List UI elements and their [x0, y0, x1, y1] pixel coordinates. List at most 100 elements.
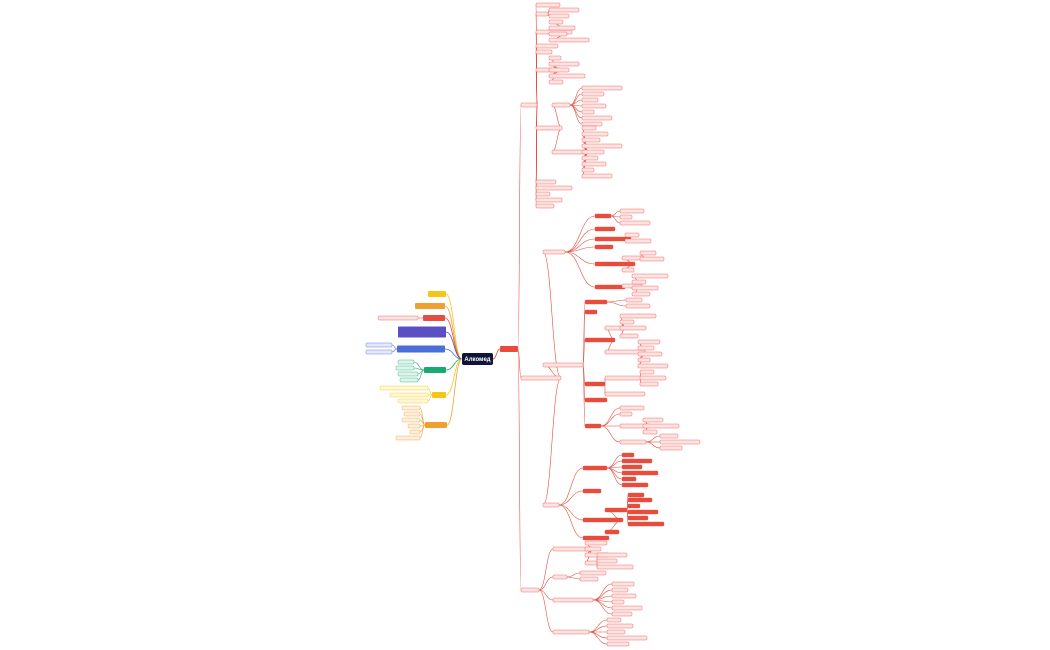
branch-node[interactable]	[621, 470, 659, 476]
link	[538, 589, 554, 633]
branch-node[interactable]	[627, 521, 665, 527]
branch-node[interactable]	[604, 529, 620, 535]
leaf-node	[624, 232, 640, 238]
branch-node[interactable]	[584, 309, 598, 315]
leaf-node	[619, 208, 645, 214]
branch-node[interactable]	[428, 291, 446, 297]
link	[419, 424, 426, 439]
leaf-node	[642, 423, 680, 429]
branch-node[interactable]	[621, 482, 649, 488]
leaf-node	[621, 267, 635, 273]
leaf-node	[581, 115, 613, 121]
branch-node[interactable]	[584, 299, 608, 305]
leaf-node	[535, 125, 563, 131]
leaf-node	[399, 377, 419, 383]
link	[606, 301, 627, 307]
link	[645, 435, 661, 443]
branch-node[interactable]	[398, 326, 446, 338]
leaf-node	[639, 250, 657, 256]
link	[558, 504, 584, 539]
leaf-node	[619, 313, 657, 319]
leaf-node	[535, 179, 557, 185]
branch-node[interactable]	[582, 465, 608, 471]
link	[542, 377, 562, 506]
branch-node[interactable]	[621, 464, 643, 470]
leaf-node	[397, 371, 419, 377]
branch-node[interactable]	[584, 381, 606, 387]
leaf-node	[639, 369, 655, 375]
link	[427, 394, 433, 402]
link	[445, 293, 463, 360]
leaf-node	[401, 417, 421, 423]
branch-node[interactable]	[627, 503, 641, 509]
branch-node[interactable]	[584, 423, 602, 429]
leaf-node	[581, 125, 597, 131]
branch-node[interactable]	[627, 515, 649, 521]
leaf-node	[619, 325, 647, 331]
link	[558, 504, 584, 521]
leaf-node	[581, 167, 595, 173]
branch-node[interactable]	[594, 226, 616, 232]
leaf-node	[548, 13, 570, 19]
link	[566, 576, 581, 580]
leaf-node	[625, 303, 651, 309]
leaf-node	[397, 398, 429, 404]
nodes	[365, 2, 701, 647]
branch-node[interactable]	[425, 422, 447, 428]
leaf-node	[395, 435, 421, 441]
branch-node[interactable]	[627, 497, 653, 503]
branch-node[interactable]	[621, 452, 635, 458]
branch-node[interactable]	[604, 507, 628, 513]
branch-node[interactable]	[424, 367, 446, 373]
leaf-node	[606, 617, 622, 623]
branch-node[interactable]	[584, 337, 616, 343]
leaf-node	[584, 560, 598, 566]
link	[517, 348, 522, 591]
leaf-node	[611, 593, 637, 599]
leaf-node	[535, 203, 555, 209]
branch-node[interactable]	[594, 284, 626, 290]
branch-node[interactable]	[584, 397, 608, 403]
link	[606, 467, 623, 480]
branch-node[interactable]	[397, 345, 445, 353]
leaf-node	[548, 31, 568, 37]
leaf-node	[581, 97, 599, 103]
leaf-node	[548, 67, 570, 73]
branch-node[interactable]	[621, 458, 653, 464]
leaf-node	[403, 411, 421, 417]
branch-node[interactable]	[582, 488, 602, 494]
leaf-node	[619, 333, 639, 339]
link	[413, 367, 425, 371]
leaf-node	[625, 297, 643, 303]
leaf-node	[389, 392, 429, 398]
link	[427, 387, 433, 396]
branch-node[interactable]	[423, 315, 445, 321]
leaf-node	[604, 391, 646, 397]
leaf-node	[624, 238, 652, 244]
branch-node[interactable]	[582, 517, 624, 523]
branch-node[interactable]	[627, 492, 645, 498]
leaf-node	[548, 7, 580, 13]
branch-node[interactable]	[432, 392, 446, 398]
link	[564, 246, 596, 253]
branch-node[interactable]	[594, 213, 612, 219]
branch-node[interactable]	[582, 535, 610, 541]
link	[551, 127, 563, 153]
branch-node[interactable]	[500, 346, 518, 352]
leaf-node	[520, 375, 562, 381]
branch-node[interactable]	[594, 244, 614, 250]
branch-node[interactable]	[621, 476, 637, 482]
leaf-node	[637, 339, 661, 345]
leaf-node	[631, 273, 669, 279]
leaf-node	[548, 37, 590, 43]
branch-node[interactable]	[415, 303, 445, 309]
branch-node[interactable]	[627, 509, 659, 515]
leaf-node	[581, 149, 605, 155]
link	[564, 228, 596, 253]
branch-node[interactable]	[594, 261, 636, 267]
leaf-node	[611, 599, 625, 605]
central-node[interactable]	[462, 353, 493, 365]
leaf-node	[548, 61, 580, 67]
leaf-node	[631, 285, 659, 291]
